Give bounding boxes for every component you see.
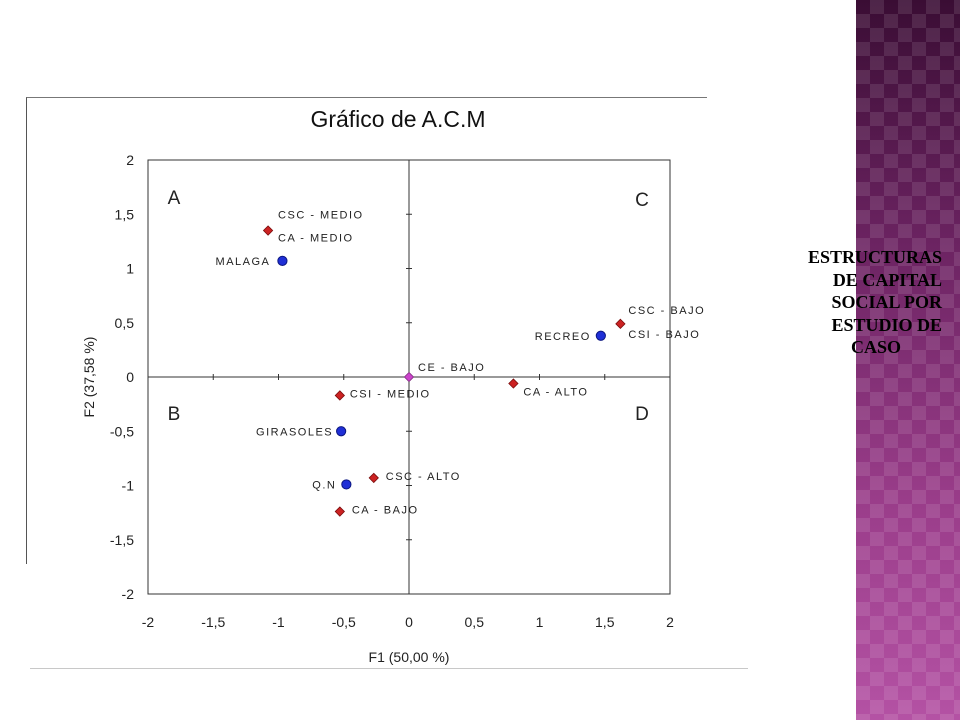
side-caption-line: DE CAPITAL [832, 269, 942, 290]
frame-divider [30, 668, 748, 669]
axes: -2 -1,5 -1 -0,5 0 0,5 1 1,5 2 2 1,5 1 0,5 0 -0,5 -1 -1,5… [110, 152, 674, 630]
point-label: CSI - BAJO [628, 329, 700, 341]
decorative-side-band [856, 0, 960, 720]
point-label: CE - BAJO [418, 362, 485, 374]
y-tick-label: 0,5 [115, 315, 135, 331]
side-caption-line: ESTRUCTURAS [807, 247, 942, 267]
point-label: GIRASOLES [256, 426, 333, 438]
variable-point [368, 472, 379, 484]
case-point [595, 330, 606, 341]
y-tick-label: -1,5 [110, 532, 134, 548]
point-label: RECREO [535, 331, 591, 343]
case-point [277, 255, 288, 267]
data-points: MALAGA RECREO GIRASOLES Q.N CSC - MEDIO CA - … [216, 210, 705, 517]
side-caption-line: CASO [850, 337, 901, 357]
side-caption-line: SOCIAL POR [831, 292, 942, 312]
case-point [336, 426, 347, 437]
point-label: CA - ALTO [523, 387, 588, 399]
point-label: CSC - ALTO [386, 471, 461, 483]
variable-point [615, 318, 626, 330]
quadrant-label-c: C [635, 190, 649, 211]
y-tick-label: -1 [122, 478, 135, 494]
point-label: MALAGA [216, 256, 271, 268]
x-tick-label: -0,5 [332, 614, 356, 630]
x-tick-label: 0 [405, 614, 413, 630]
quadrant-label-d: D [635, 404, 649, 425]
y-tick-label: 1 [126, 261, 134, 277]
chart-image-frame [26, 97, 707, 564]
variable-point [262, 225, 274, 236]
x-axis-title: F1 (50,00 %) [369, 649, 450, 665]
quadrant-label-a: A [168, 188, 181, 209]
quadrant-label-b: B [168, 404, 181, 425]
y-tick-label: 1,5 [115, 206, 135, 222]
point-label: CA - MEDIO [278, 233, 354, 245]
quadrant-labels: A B C D [168, 188, 649, 425]
point-label: CA - BAJO [352, 505, 419, 517]
variable-point [403, 371, 415, 383]
x-tick-label: 2 [666, 614, 674, 630]
variable-point [508, 378, 519, 389]
variable-point [334, 506, 346, 517]
y-tick-label: -2 [122, 586, 135, 602]
point-label: CSI - MEDIO [350, 388, 431, 400]
point-label: CSC - MEDIO [278, 210, 364, 222]
y-tick-label: -0,5 [110, 423, 134, 439]
point-label: CSC - BAJO [628, 305, 705, 317]
side-caption: ESTRUCTURAS DE CAPITAL SOCIAL POR ESTUDI… [770, 246, 942, 359]
x-tick-label: -2 [142, 614, 155, 630]
y-axis-title: F2 (37,58 %) [81, 337, 97, 418]
y-tick-label: 2 [126, 152, 134, 168]
x-tick-label: -1 [272, 614, 285, 630]
x-tick-label: -1,5 [201, 614, 225, 630]
side-caption-line: ESTUDIO DE [831, 314, 942, 335]
variable-point [334, 390, 346, 401]
y-tick-label: 0 [126, 369, 134, 385]
x-tick-label: 1 [536, 614, 544, 630]
point-label: Q.N [312, 479, 336, 491]
chart-title: Gráfico de A.C.M [310, 106, 485, 132]
x-tick-label: 1,5 [595, 614, 615, 630]
case-point [341, 479, 352, 490]
x-tick-label: 0,5 [465, 614, 485, 630]
